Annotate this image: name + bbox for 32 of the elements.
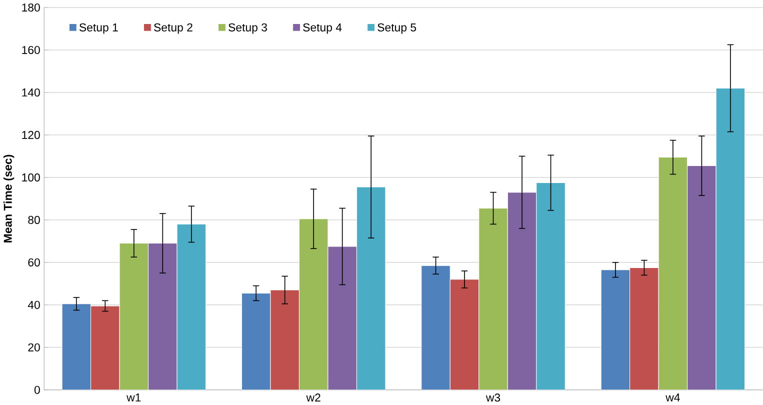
bar: [356, 186, 386, 390]
bar: [176, 224, 206, 390]
y-tick-label: 140: [22, 88, 40, 96]
x-tick-label: w4: [666, 393, 680, 402]
y-tick-label: 60: [28, 258, 40, 266]
bar: [421, 265, 450, 390]
legend-label: Setup 5: [378, 23, 416, 34]
bar: [716, 88, 746, 390]
y-tick-label: 20: [28, 343, 40, 352]
bar: [298, 218, 328, 390]
x-tick-label: w3: [486, 394, 500, 402]
bar: [119, 242, 149, 390]
x-tick-label: w1: [126, 393, 141, 402]
bar: [658, 156, 688, 390]
y-tick-label: 100: [22, 173, 40, 182]
y-axis-title: Mean Time (sec): [3, 154, 14, 242]
y-tick-label: 180: [22, 3, 40, 12]
legend-label: Setup 3: [228, 23, 267, 34]
legend-label: Setup 1: [79, 23, 118, 34]
bar: [241, 292, 271, 390]
y-tick-label: 80: [28, 216, 40, 224]
legend-label: Setup 2: [154, 23, 192, 34]
y-tick-label: 0: [34, 386, 40, 394]
y-tick-label: 40: [28, 300, 40, 309]
bar: [478, 208, 508, 390]
bar: [600, 270, 630, 390]
x-tick-label: w2: [306, 394, 320, 402]
legend-label: Setup 4: [303, 23, 342, 34]
bar: [62, 304, 92, 390]
bar: [536, 182, 566, 390]
y-tick-label: 160: [22, 46, 40, 54]
y-tick-label: 120: [22, 130, 40, 139]
